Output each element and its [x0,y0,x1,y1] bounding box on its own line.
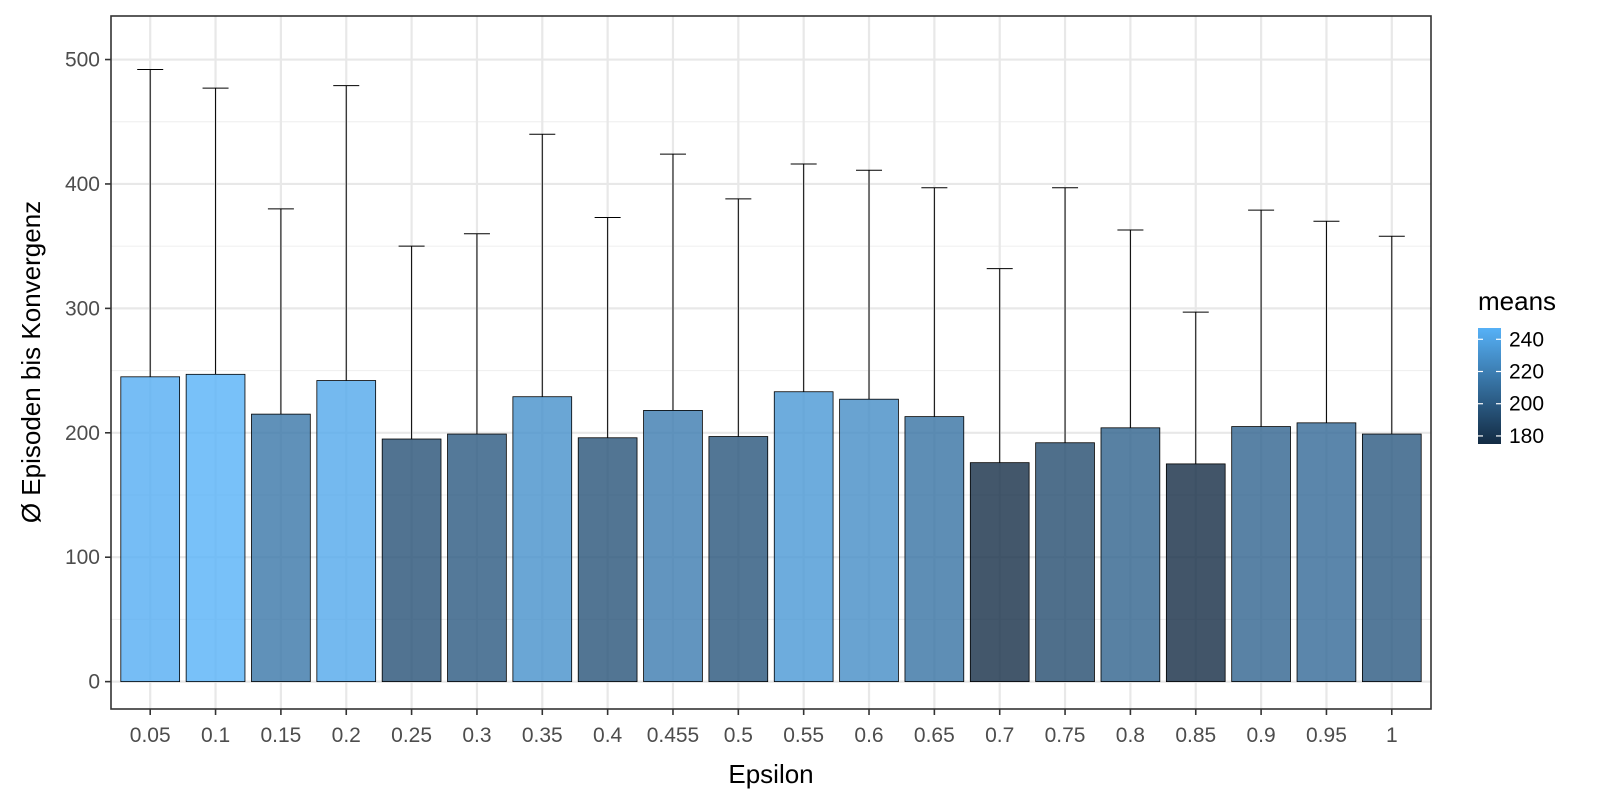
x-tick-label: 0.25 [391,724,432,747]
x-tick-label: 0.85 [1175,724,1216,747]
bar [1035,442,1095,683]
x-tick-label: 0.35 [522,724,563,747]
y-tick-label: 200 [65,422,100,445]
bar [839,398,899,683]
bar [251,413,311,683]
x-tick-label: 0.9 [1246,724,1275,747]
x-tick-label: 0.2 [332,724,361,747]
x-tick-label: 0.3 [462,724,491,747]
legend-colorbar [1478,328,1501,444]
bar [1165,463,1226,683]
x-tick-label: 0.05 [130,724,171,747]
y-tick-label: 100 [65,546,100,569]
bar [1361,433,1422,683]
bar [708,436,769,683]
y-tick-label: 400 [65,173,100,196]
bars [120,373,1422,683]
legend-tick-label: 180 [1509,425,1544,448]
bar [185,373,246,683]
x-tick-label: 0.6 [854,724,883,747]
bar [969,462,1030,683]
legend-ticks: 180 200 220 240 [1478,328,1544,448]
bar [1100,427,1161,683]
x-tick-label: 0.65 [914,724,955,747]
legend-tick-label: 200 [1509,393,1544,416]
x-tick-label: 0.4 [593,724,623,747]
x-tick-label: 0.75 [1045,724,1086,747]
x-axis: 0.05 0.1 0.15 0.2 0.25 0.3 0.35 0.4 0.455 0.5 0.55… [130,709,1398,747]
x-tick-label: 0.5 [724,724,753,747]
x-tick-label: 1 [1386,724,1398,747]
x-tick-label: 0.15 [260,724,301,747]
x-axis-title: Epsilon [728,759,813,789]
legend-tick-label: 220 [1509,361,1544,384]
bar [643,410,703,683]
x-tick-label: 0.1 [201,724,230,747]
y-axis: 0 100 200 300 400 500 [65,49,111,694]
x-tick-label: 0.55 [783,724,824,747]
error-bars [137,68,1405,464]
bar [512,396,573,683]
bar [120,376,181,683]
y-tick-label: 0 [88,671,100,694]
plot-border [110,15,1432,710]
y-axis-title: Ø Episoden bis Konvergenz [16,201,46,523]
bar [773,391,834,683]
legend: means 180 200 220 240 [1478,286,1556,448]
bar [316,380,377,683]
legend-tick-label: 240 [1509,328,1544,351]
x-tick-label: 0.7 [985,724,1014,747]
bar [577,437,638,683]
bar [447,433,507,683]
bar [1296,422,1357,683]
y-tick-label: 500 [65,49,100,72]
x-tick-label: 0.95 [1306,724,1347,747]
x-tick-label: 0.455 [647,724,700,747]
x-tick-label: 0.8 [1116,724,1145,747]
y-tick-label: 300 [65,297,100,320]
bar [381,438,442,683]
legend-title: means [1478,286,1556,316]
bar [904,416,965,683]
bar [1231,426,1291,683]
